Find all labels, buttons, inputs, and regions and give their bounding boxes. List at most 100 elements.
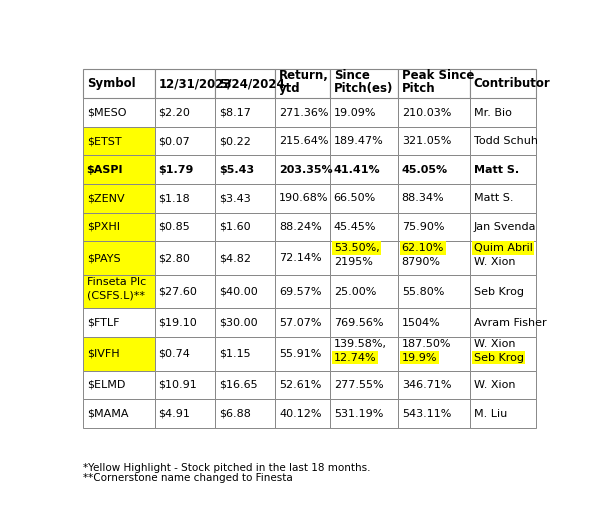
Bar [330, 99, 398, 127]
Bar [215, 337, 275, 370]
Text: $10.91: $10.91 [158, 380, 197, 390]
Text: 5/24/2024: 5/24/2024 [219, 77, 284, 90]
Text: 187.50%: 187.50% [402, 339, 451, 349]
Bar [155, 69, 215, 99]
Bar [330, 337, 398, 370]
Text: 45.45%: 45.45% [334, 222, 376, 232]
Text: $PAYS: $PAYS [86, 253, 120, 263]
Text: 12/31/2023: 12/31/2023 [158, 77, 232, 90]
Text: 55.91%: 55.91% [280, 349, 322, 359]
Text: 88.34%: 88.34% [402, 193, 445, 203]
Bar [398, 127, 470, 156]
Text: 189.47%: 189.47% [334, 136, 383, 146]
Text: Pitch(es): Pitch(es) [334, 82, 393, 95]
Text: $5.43: $5.43 [219, 165, 254, 175]
Bar [330, 213, 398, 241]
Bar [470, 370, 536, 399]
Text: $0.74: $0.74 [158, 349, 190, 359]
Bar [470, 184, 536, 213]
Bar [398, 99, 470, 127]
Bar [83, 399, 155, 428]
Bar [275, 213, 330, 241]
Bar [215, 213, 275, 241]
Bar [83, 370, 155, 399]
Text: Quim Abril: Quim Abril [473, 243, 532, 253]
Bar [215, 156, 275, 184]
Text: 346.71%: 346.71% [402, 380, 451, 390]
Text: W. Xion: W. Xion [473, 257, 515, 267]
Text: ytd: ytd [280, 82, 301, 95]
Text: 62.10%: 62.10% [402, 243, 444, 253]
Bar [398, 337, 470, 370]
Bar [470, 127, 536, 156]
Bar [470, 213, 536, 241]
Text: Matt S.: Matt S. [473, 165, 518, 175]
Bar [330, 184, 398, 213]
Bar [155, 241, 215, 275]
Text: 1504%: 1504% [402, 318, 440, 328]
Bar [470, 399, 536, 428]
Bar [83, 309, 155, 337]
Text: Return,: Return, [280, 69, 329, 82]
Text: $0.07: $0.07 [158, 136, 190, 146]
Text: $19.10: $19.10 [158, 318, 197, 328]
Bar [215, 370, 275, 399]
Bar [470, 309, 536, 337]
Bar [275, 184, 330, 213]
Text: 66.50%: 66.50% [334, 193, 376, 203]
Bar [470, 241, 536, 275]
Text: 19.9%: 19.9% [402, 353, 437, 363]
Text: 55.80%: 55.80% [402, 287, 444, 297]
Text: Pitch: Pitch [402, 82, 436, 95]
Text: Jan Svenda: Jan Svenda [473, 222, 536, 232]
Bar [83, 213, 155, 241]
Text: $30.00: $30.00 [219, 318, 257, 328]
Bar [215, 241, 275, 275]
Text: W. Xion: W. Xion [473, 339, 515, 349]
Text: $27.60: $27.60 [158, 287, 197, 297]
Bar [155, 99, 215, 127]
Text: $6.88: $6.88 [219, 409, 251, 419]
Bar [470, 275, 536, 309]
Text: $0.22: $0.22 [219, 136, 251, 146]
Bar [83, 156, 155, 184]
Bar [330, 399, 398, 428]
Text: 769.56%: 769.56% [334, 318, 383, 328]
Text: $4.91: $4.91 [158, 409, 190, 419]
Text: $ETST: $ETST [86, 136, 121, 146]
Bar [398, 69, 470, 99]
Text: 215.64%: 215.64% [280, 136, 329, 146]
Bar [215, 69, 275, 99]
Text: 271.36%: 271.36% [280, 107, 329, 117]
Text: $0.85: $0.85 [158, 222, 190, 232]
Text: $IVFH: $IVFH [86, 349, 119, 359]
Bar [275, 241, 330, 275]
Text: Finseta Plc: Finseta Plc [86, 277, 146, 287]
Text: 139.58%,: 139.58%, [334, 339, 387, 349]
Bar [215, 99, 275, 127]
Bar [83, 337, 155, 370]
Text: 53.50%,: 53.50%, [334, 243, 379, 253]
Bar [398, 213, 470, 241]
Bar [330, 275, 398, 309]
Bar [83, 241, 155, 275]
Bar [83, 127, 155, 156]
Bar [275, 309, 330, 337]
Text: M. Liu: M. Liu [473, 409, 507, 419]
Text: $1.15: $1.15 [219, 349, 250, 359]
Text: 88.24%: 88.24% [280, 222, 322, 232]
Bar [275, 69, 330, 99]
Bar [330, 156, 398, 184]
Bar [215, 127, 275, 156]
Text: Peak Since: Peak Since [402, 69, 474, 82]
Text: Avram Fisher: Avram Fisher [473, 318, 546, 328]
Bar [398, 370, 470, 399]
Bar [155, 337, 215, 370]
Text: 531.19%: 531.19% [334, 409, 383, 419]
Bar [155, 275, 215, 309]
Text: $40.00: $40.00 [219, 287, 257, 297]
Text: $1.79: $1.79 [158, 165, 194, 175]
Bar [215, 275, 275, 309]
Bar [155, 309, 215, 337]
Text: $FTLF: $FTLF [86, 318, 119, 328]
